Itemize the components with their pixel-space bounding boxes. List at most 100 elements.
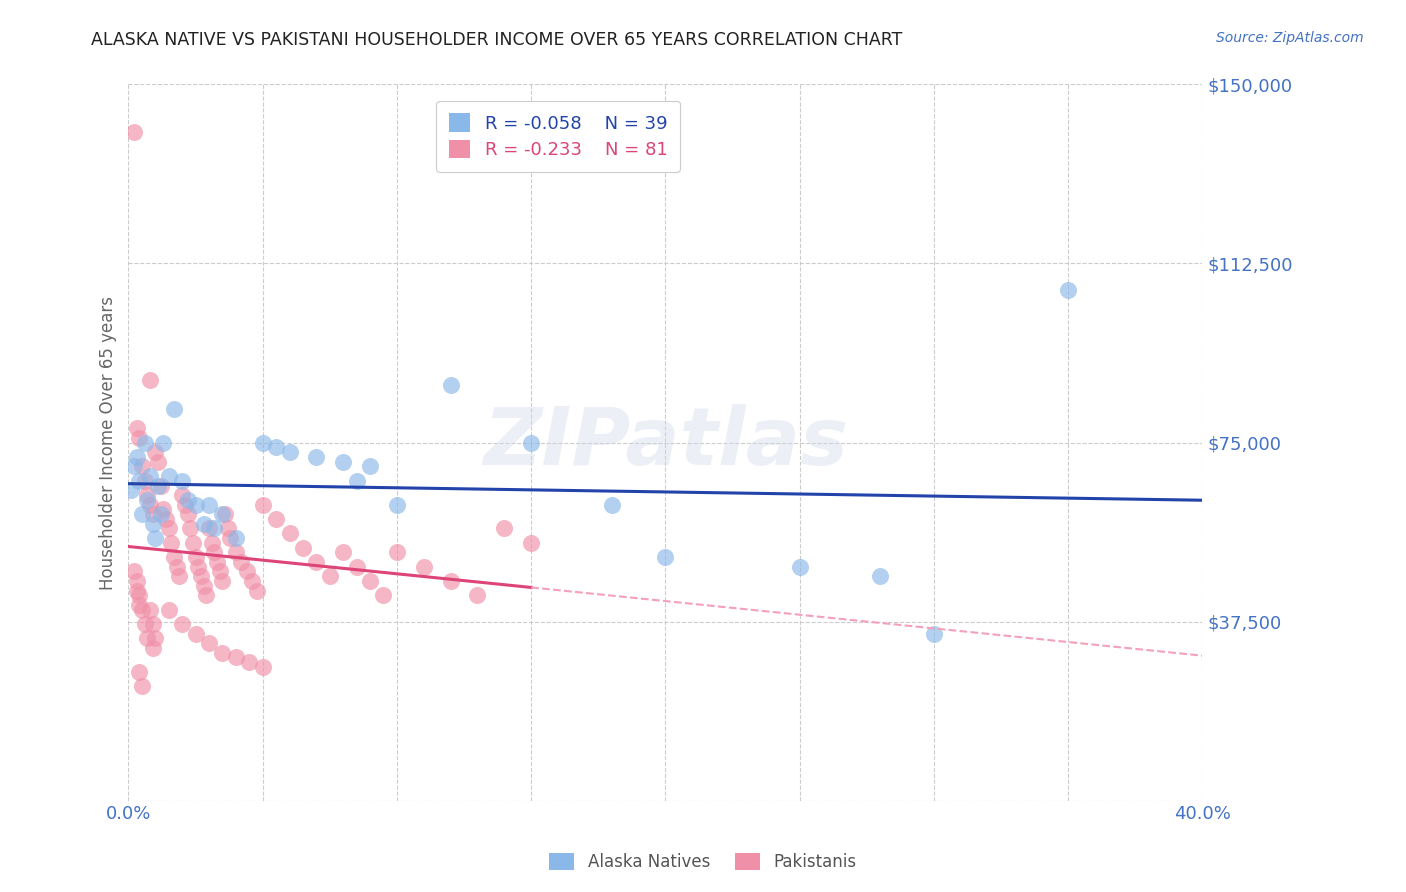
Point: [214, 507, 236, 521]
Point: [439, 378, 461, 392]
Point: [169, 569, 191, 583]
Point: [494, 521, 516, 535]
Point: [172, 617, 194, 632]
Point: [179, 521, 201, 535]
Point: [166, 559, 188, 574]
Point: [195, 588, 218, 602]
Point: [217, 521, 239, 535]
Point: [184, 498, 207, 512]
Point: [305, 450, 328, 464]
Point: [157, 469, 180, 483]
Point: [332, 545, 354, 559]
Point: [252, 498, 274, 512]
Point: [231, 555, 253, 569]
Point: [319, 569, 342, 583]
Point: [134, 617, 156, 632]
Point: [149, 478, 172, 492]
Point: [163, 550, 186, 565]
Point: [869, 569, 891, 583]
Point: [134, 435, 156, 450]
Point: [412, 559, 434, 574]
Point: [467, 588, 489, 602]
Point: [152, 502, 174, 516]
Point: [139, 469, 162, 483]
Point: [176, 492, 198, 507]
Point: [125, 574, 148, 588]
Point: [922, 626, 945, 640]
Point: [120, 483, 142, 498]
Point: [142, 507, 165, 521]
Point: [359, 459, 381, 474]
Point: [184, 626, 207, 640]
Point: [278, 526, 301, 541]
Point: [157, 521, 180, 535]
Point: [157, 602, 180, 616]
Point: [136, 492, 159, 507]
Point: [439, 574, 461, 588]
Point: [139, 498, 162, 512]
Point: [125, 450, 148, 464]
Point: [143, 632, 166, 646]
Point: [163, 402, 186, 417]
Point: [202, 545, 225, 559]
Text: Source: ZipAtlas.com: Source: ZipAtlas.com: [1216, 31, 1364, 45]
Point: [136, 488, 159, 502]
Point: [134, 474, 156, 488]
Point: [346, 559, 368, 574]
Point: [264, 512, 287, 526]
Point: [139, 602, 162, 616]
Point: [172, 488, 194, 502]
Point: [149, 507, 172, 521]
Point: [198, 498, 221, 512]
Point: [193, 579, 215, 593]
Point: [122, 125, 145, 139]
Point: [252, 660, 274, 674]
Point: [211, 646, 233, 660]
Point: [240, 574, 263, 588]
Text: ALASKA NATIVE VS PAKISTANI HOUSEHOLDER INCOME OVER 65 YEARS CORRELATION CHART: ALASKA NATIVE VS PAKISTANI HOUSEHOLDER I…: [91, 31, 903, 49]
Point: [219, 531, 242, 545]
Point: [142, 640, 165, 655]
Point: [125, 583, 148, 598]
Point: [176, 507, 198, 521]
Text: ZIPatlas: ZIPatlas: [482, 403, 848, 482]
Point: [600, 498, 623, 512]
Point: [225, 531, 247, 545]
Point: [211, 574, 233, 588]
Point: [208, 565, 231, 579]
Point: [205, 555, 228, 569]
Point: [1057, 283, 1080, 297]
Point: [211, 507, 233, 521]
Point: [235, 565, 257, 579]
Point: [139, 374, 162, 388]
Point: [173, 498, 195, 512]
Point: [152, 435, 174, 450]
Point: [128, 588, 150, 602]
Point: [131, 459, 153, 474]
Point: [291, 541, 314, 555]
Point: [131, 507, 153, 521]
Point: [373, 588, 395, 602]
Point: [131, 602, 153, 616]
Point: [128, 665, 150, 679]
Point: [142, 516, 165, 531]
Point: [143, 531, 166, 545]
Point: [193, 516, 215, 531]
Point: [181, 536, 204, 550]
Legend: Alaska Natives, Pakistanis: Alaska Natives, Pakistanis: [541, 845, 865, 880]
Point: [201, 536, 224, 550]
Point: [238, 655, 260, 669]
Point: [520, 536, 543, 550]
Point: [385, 498, 408, 512]
Point: [146, 455, 169, 469]
Point: [128, 431, 150, 445]
Point: [128, 474, 150, 488]
Legend: R = -0.058    N = 39, R = -0.233    N = 81: R = -0.058 N = 39, R = -0.233 N = 81: [436, 101, 681, 172]
Point: [142, 617, 165, 632]
Point: [184, 550, 207, 565]
Point: [125, 421, 148, 435]
Point: [146, 478, 169, 492]
Point: [359, 574, 381, 588]
Point: [278, 445, 301, 459]
Point: [187, 559, 209, 574]
